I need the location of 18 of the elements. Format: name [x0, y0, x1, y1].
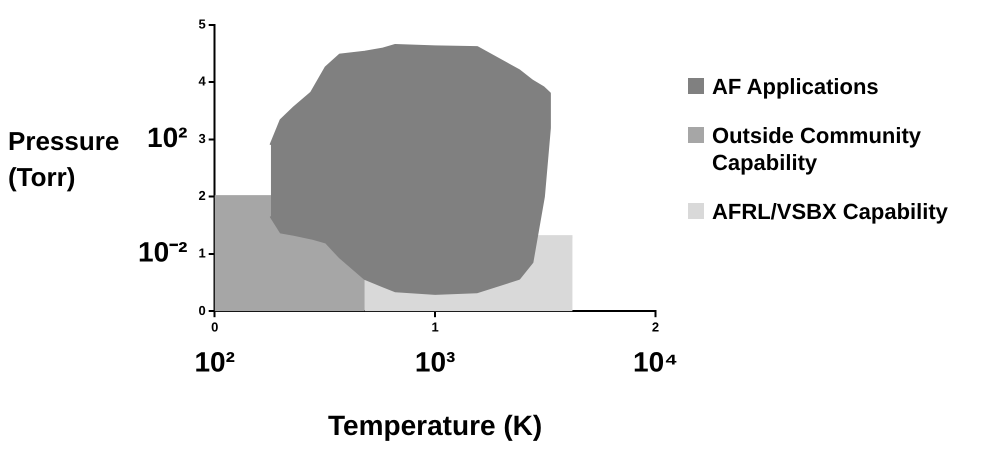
legend-label: Outside Community Capability: [712, 122, 922, 176]
y-tick-label: 10⁻²: [138, 236, 188, 268]
x2-tick-label: 0: [211, 320, 218, 335]
y-axis-title: Pressure (Torr): [8, 125, 120, 194]
x2-tick-label: 1: [431, 320, 439, 335]
y2-tick-label: 1: [198, 246, 206, 260]
y2-tick-label: 5: [198, 16, 206, 32]
x2-tick-label: 2: [652, 320, 660, 335]
x-tick-label: 10²: [194, 346, 235, 378]
legend-label: AFRL/VSBX Capability: [712, 198, 949, 225]
legend-label: AF Applications: [712, 73, 880, 100]
y2-tick-label: 4: [198, 74, 206, 89]
x-tick-label: 10³: [414, 346, 456, 378]
y2-tick-label: 3: [198, 130, 206, 146]
x-tick-label: 10⁴: [633, 346, 678, 378]
y2-tick-label: 0: [198, 302, 206, 318]
x-axis-title: Temperature (K): [328, 410, 542, 441]
y2-tick-label: 2: [198, 188, 206, 204]
